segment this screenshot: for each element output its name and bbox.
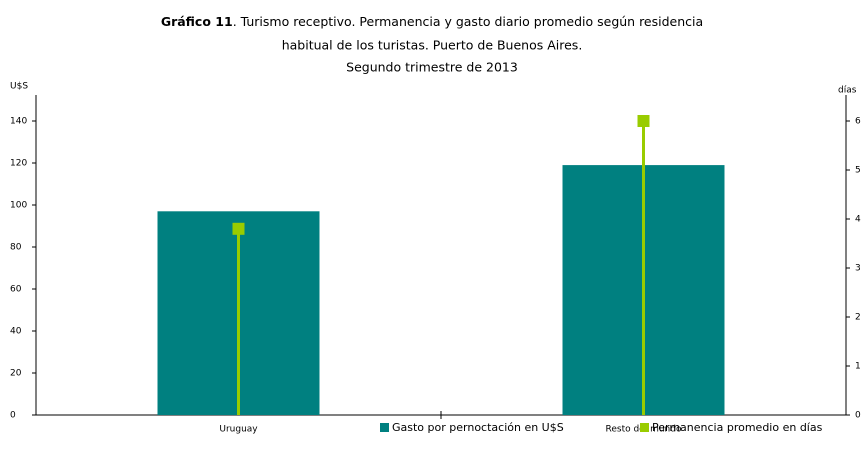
y-tick-label: 40 [10, 327, 22, 337]
title-rest: . Turismo receptivo. Permanencia y gasto… [233, 14, 703, 29]
title-bold: Gráfico 11 [161, 14, 233, 29]
y2-tick-label: 3 [855, 264, 861, 274]
legend-label: Permanencia promedio en días [652, 421, 823, 434]
y-tick-label: 0 [10, 411, 16, 421]
y-axis-label: U$S [10, 82, 28, 92]
y-tick-label: 100 [10, 201, 27, 211]
chart-title: habitual de los turistas. Puerto de Buen… [282, 38, 583, 53]
y2-tick-label: 0 [855, 411, 861, 421]
legend-swatch [640, 423, 649, 432]
y-tick-label: 20 [10, 369, 22, 379]
y-tick-label: 140 [10, 117, 27, 127]
y-tick-label: 60 [10, 285, 22, 295]
x-tick-label: Uruguay [219, 425, 258, 435]
legend-label: Gasto por pernoctación en U$S [392, 421, 564, 434]
legend-swatch [380, 423, 389, 432]
y2-tick-label: 4 [855, 215, 861, 225]
y-tick-label: 120 [10, 159, 27, 169]
y2-tick-label: 6 [855, 117, 861, 127]
y2-tick-label: 1 [855, 362, 861, 372]
marker [232, 222, 245, 235]
marker [637, 115, 650, 127]
y2-axis-label: días [838, 86, 857, 96]
chart-title: Segundo trimestre de 2013 [346, 60, 518, 75]
y-tick-label: 80 [10, 243, 22, 253]
y2-tick-label: 2 [855, 313, 861, 323]
chart-title: Gráfico 11. Turismo receptivo. Permanenc… [161, 14, 703, 29]
y2-tick-label: 5 [855, 166, 861, 176]
